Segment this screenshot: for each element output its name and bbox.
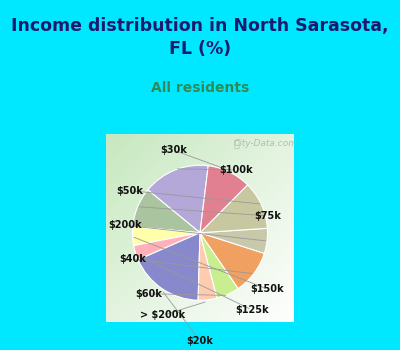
Text: $150k: $150k — [251, 284, 284, 294]
Text: ⓘ: ⓘ — [234, 139, 239, 149]
Text: City-Data.com: City-Data.com — [234, 139, 298, 148]
Text: $20k: $20k — [186, 336, 214, 345]
Text: $200k: $200k — [108, 220, 142, 230]
Wedge shape — [133, 190, 200, 233]
Wedge shape — [198, 233, 217, 300]
Text: All residents: All residents — [151, 81, 249, 95]
Wedge shape — [138, 233, 200, 300]
Text: > $200k: > $200k — [140, 310, 185, 320]
Wedge shape — [132, 227, 200, 246]
Text: $30k: $30k — [160, 145, 187, 155]
Wedge shape — [148, 165, 208, 233]
Wedge shape — [200, 185, 267, 233]
Wedge shape — [200, 166, 248, 233]
Wedge shape — [200, 233, 238, 298]
Wedge shape — [200, 228, 268, 253]
Text: $125k: $125k — [235, 304, 268, 315]
Text: $40k: $40k — [119, 254, 146, 264]
Text: $75k: $75k — [254, 211, 281, 221]
Text: $60k: $60k — [135, 289, 162, 299]
Text: Income distribution in North Sarasota,
FL (%): Income distribution in North Sarasota, F… — [11, 17, 389, 57]
Wedge shape — [134, 233, 200, 260]
Wedge shape — [200, 233, 264, 288]
Text: $50k: $50k — [116, 186, 143, 196]
Text: $100k: $100k — [219, 165, 252, 175]
